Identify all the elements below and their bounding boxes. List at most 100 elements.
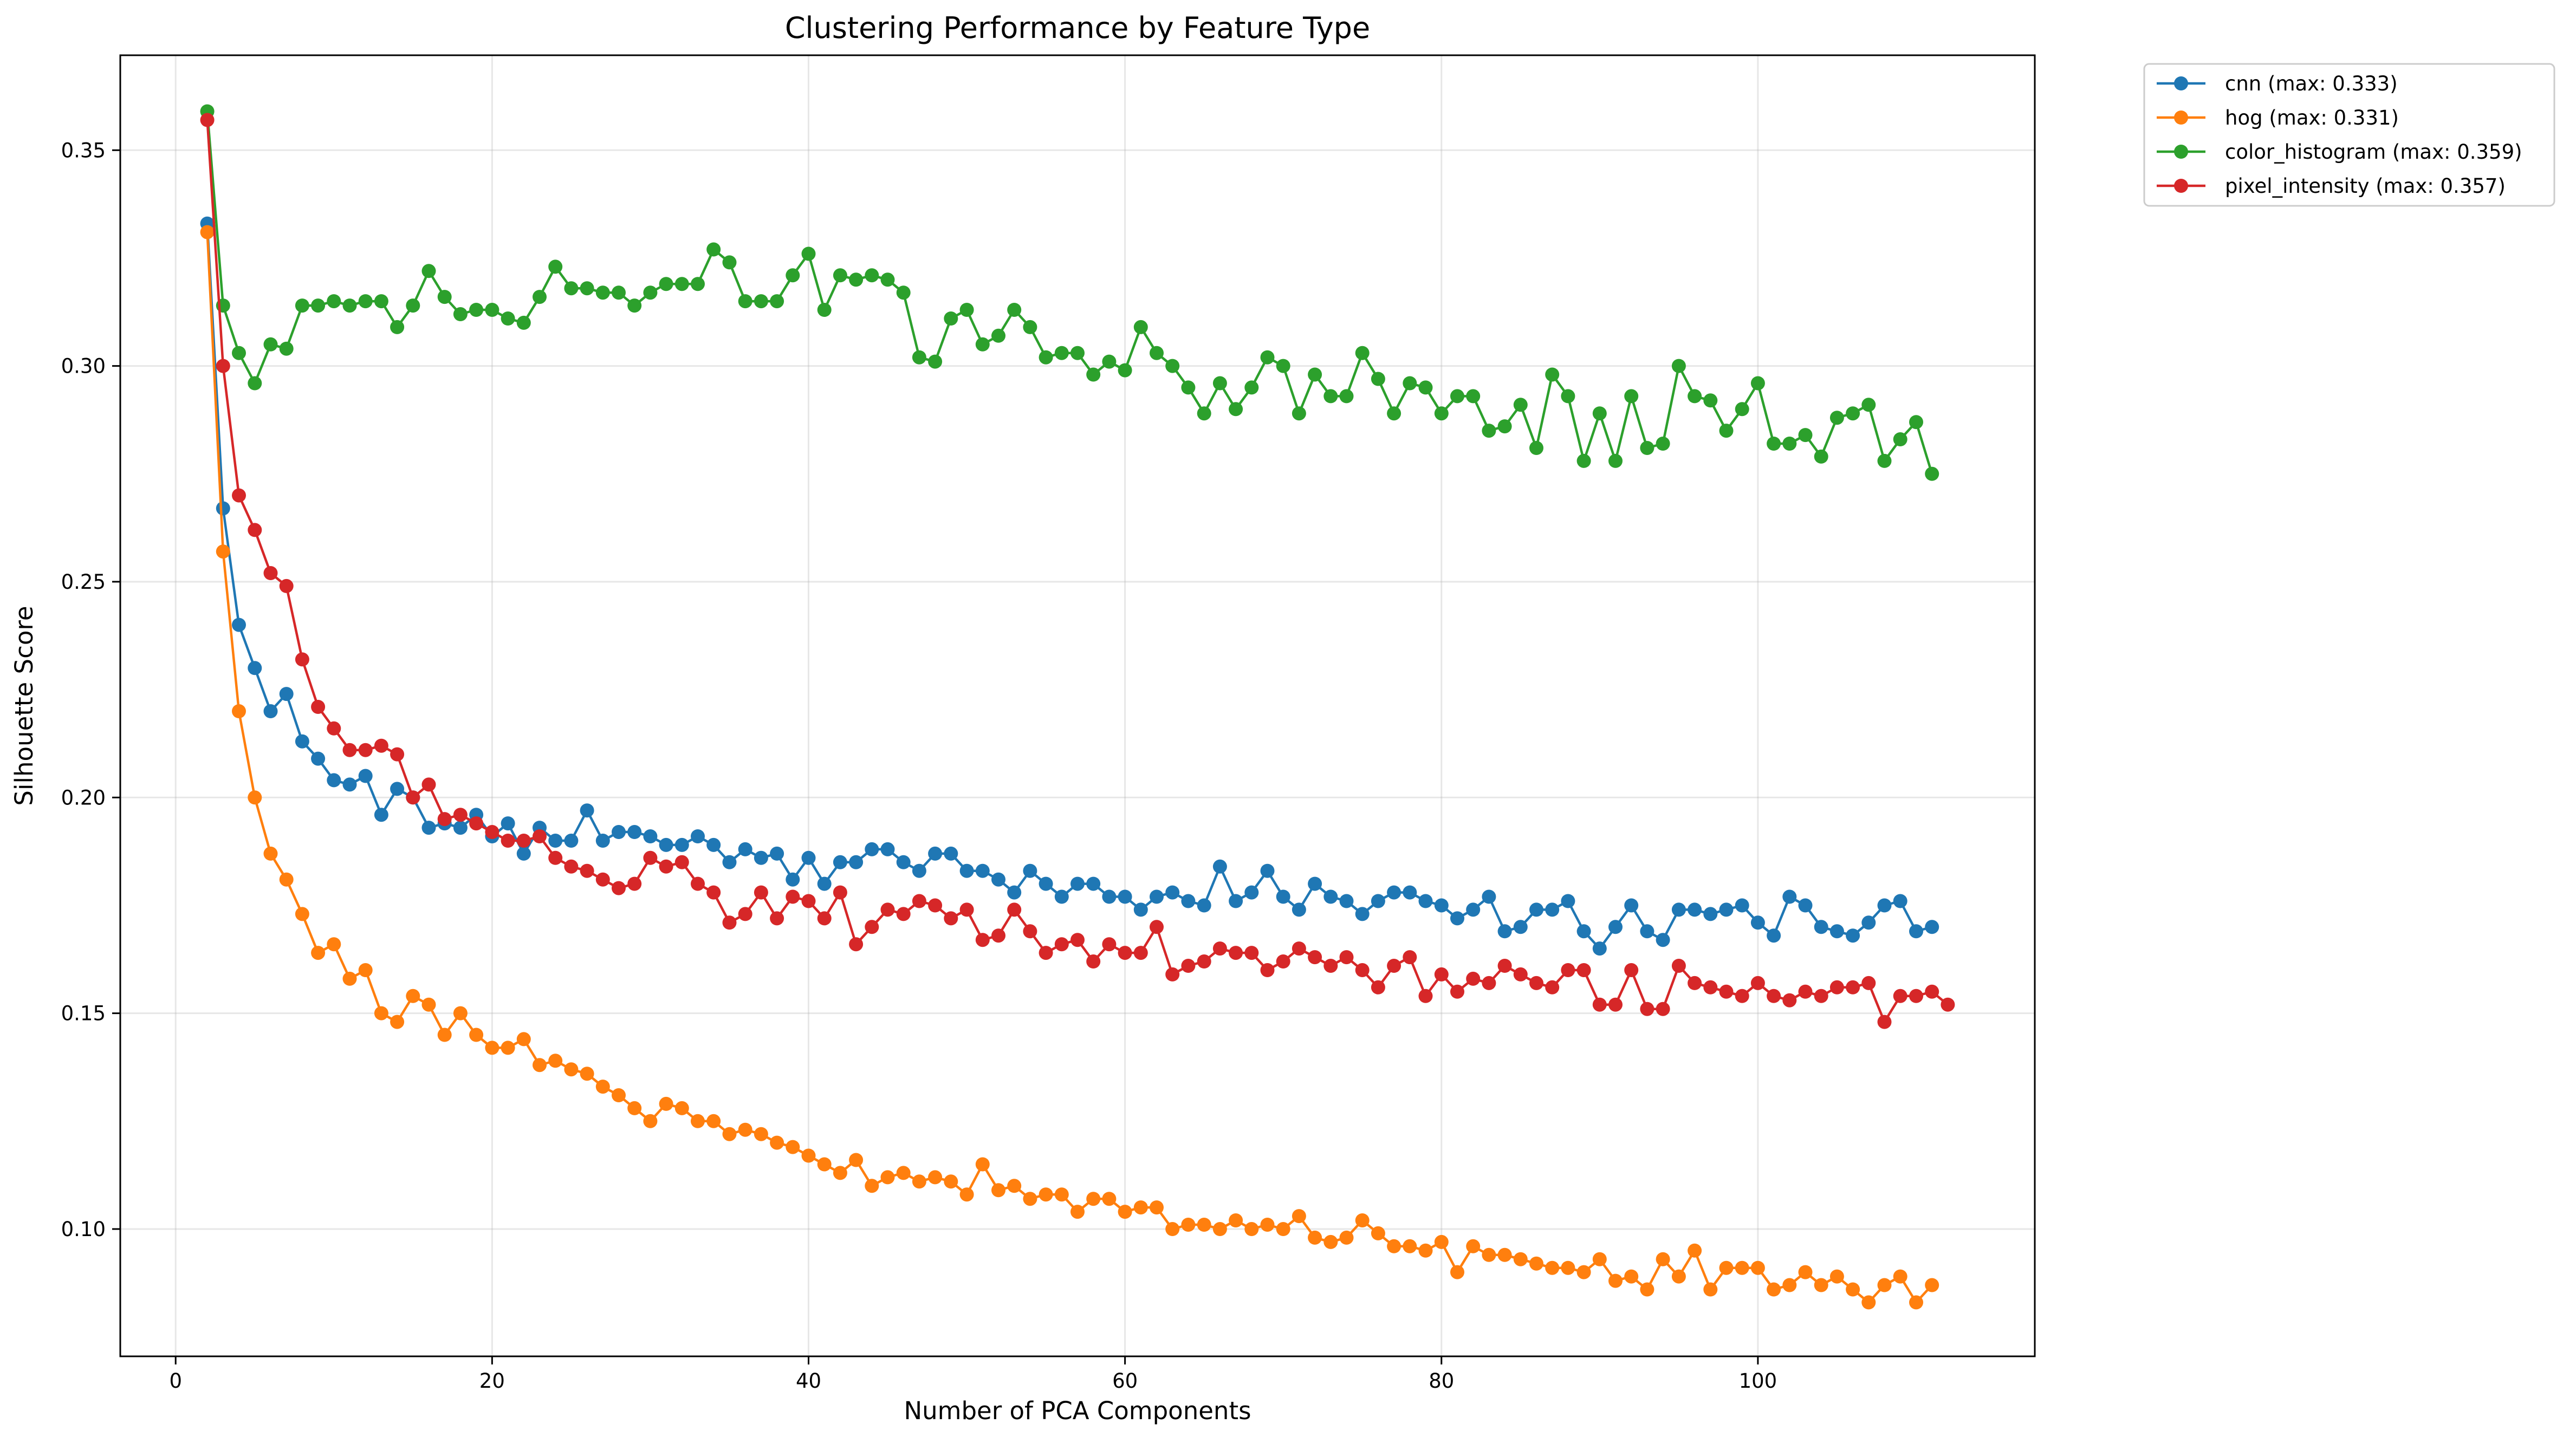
data-point — [1181, 380, 1196, 395]
data-point — [580, 863, 594, 878]
data-point — [1893, 432, 1907, 446]
data-point — [1829, 411, 1844, 425]
data-point — [1229, 946, 1243, 960]
data-point — [1308, 367, 1322, 382]
data-point — [501, 1041, 515, 1055]
data-point — [706, 1114, 721, 1128]
data-point — [437, 1028, 452, 1042]
data-point — [1608, 997, 1623, 1012]
data-point — [421, 777, 436, 792]
data-point — [342, 743, 357, 757]
data-point — [1070, 876, 1085, 891]
x-tick-label: 100 — [1739, 1369, 1777, 1393]
data-point — [659, 277, 673, 291]
data-point — [1925, 466, 1939, 481]
data-point — [833, 1166, 847, 1180]
data-point — [1102, 889, 1117, 904]
data-point — [944, 1174, 958, 1189]
data-point — [279, 341, 294, 356]
data-point — [548, 259, 563, 274]
data-point — [564, 834, 579, 848]
data-point — [1497, 419, 1512, 434]
data-point — [1244, 946, 1259, 960]
data-point — [1656, 933, 1670, 947]
data-point — [754, 885, 768, 900]
data-point — [485, 1041, 499, 1055]
data-point — [1561, 894, 1575, 908]
data-point — [200, 113, 215, 127]
data-point — [1007, 303, 1022, 317]
data-point — [1529, 976, 1543, 990]
data-point — [975, 337, 990, 352]
data-point — [975, 1157, 990, 1172]
data-point — [1688, 389, 1702, 404]
data-point — [1656, 1252, 1670, 1266]
data-point — [1782, 437, 1797, 451]
data-point — [706, 885, 721, 900]
data-point — [1387, 406, 1401, 421]
data-point — [1276, 359, 1290, 373]
data-point — [738, 1122, 752, 1137]
data-point — [770, 911, 784, 926]
data-point — [912, 350, 926, 365]
data-point — [580, 281, 594, 296]
series-0 — [200, 216, 1939, 956]
data-point — [1767, 928, 1781, 943]
series-1 — [200, 225, 1939, 1310]
data-point — [706, 837, 721, 852]
data-point — [469, 303, 484, 317]
data-point — [1323, 889, 1338, 904]
data-point — [1482, 424, 1496, 438]
data-point — [643, 285, 658, 300]
data-point — [1434, 967, 1449, 981]
data-point — [1719, 1260, 1734, 1275]
data-point — [833, 855, 847, 869]
data-point — [1561, 1260, 1575, 1275]
data-point — [1371, 1226, 1385, 1240]
data-point — [564, 281, 579, 296]
data-point — [754, 294, 768, 309]
data-point — [1418, 380, 1433, 395]
data-point — [1861, 915, 1876, 930]
data-point — [1276, 1222, 1290, 1236]
data-point — [1640, 1002, 1654, 1016]
data-point — [1323, 1234, 1338, 1249]
data-point — [516, 1032, 531, 1046]
data-point — [374, 294, 388, 309]
data-point — [1576, 924, 1591, 939]
data-point — [896, 907, 911, 921]
data-point — [1624, 1269, 1639, 1284]
data-point — [263, 846, 278, 861]
data-point — [1023, 320, 1037, 334]
data-point — [1197, 406, 1211, 421]
data-point — [1925, 1278, 1939, 1292]
data-point — [421, 264, 436, 278]
data-point — [1165, 885, 1180, 900]
data-point — [533, 290, 547, 304]
data-point — [770, 1135, 784, 1150]
data-point — [1703, 980, 1718, 994]
data-point — [406, 790, 420, 805]
data-point — [1466, 389, 1481, 404]
data-point — [738, 842, 752, 856]
data-point — [1846, 928, 1860, 943]
x-tick-label: 80 — [1429, 1369, 1454, 1393]
data-point — [1877, 898, 1892, 913]
data-point — [1640, 924, 1654, 939]
data-point — [1070, 1205, 1085, 1219]
data-point — [1165, 359, 1180, 373]
data-point — [691, 876, 705, 891]
data-point — [390, 782, 405, 796]
data-point — [643, 850, 658, 865]
data-point — [1909, 415, 1923, 430]
data-point — [1054, 937, 1069, 952]
data-point — [912, 1174, 926, 1189]
data-point — [849, 937, 864, 952]
data-point — [786, 889, 800, 904]
data-point — [1719, 984, 1734, 999]
data-point — [1829, 1269, 1844, 1284]
data-point — [612, 285, 626, 300]
data-point — [232, 618, 246, 632]
data-point — [817, 1157, 832, 1172]
